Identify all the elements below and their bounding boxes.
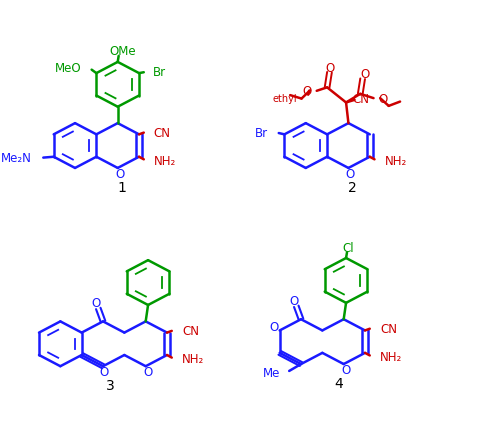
Text: CN: CN <box>352 92 370 105</box>
Text: ethyl: ethyl <box>272 93 297 104</box>
Text: CN: CN <box>380 322 397 335</box>
Text: O: O <box>115 168 124 181</box>
Text: NH₂: NH₂ <box>380 350 402 363</box>
Text: O: O <box>269 321 278 334</box>
Text: MeO: MeO <box>54 62 81 75</box>
Text: OMe: OMe <box>109 45 136 58</box>
Text: Me₂N: Me₂N <box>1 152 32 165</box>
Text: Br: Br <box>255 127 268 140</box>
Text: O: O <box>341 363 350 376</box>
Text: O: O <box>378 92 388 105</box>
Text: O: O <box>302 85 312 98</box>
Text: O: O <box>346 168 355 181</box>
Text: Me: Me <box>263 366 280 379</box>
Text: 2: 2 <box>348 181 356 194</box>
Text: NH₂: NH₂ <box>154 154 176 167</box>
Text: NH₂: NH₂ <box>182 352 204 365</box>
Text: O: O <box>100 366 108 378</box>
Text: O: O <box>92 296 100 309</box>
Text: CN: CN <box>154 126 170 139</box>
Text: O: O <box>143 366 152 378</box>
Text: O: O <box>290 294 298 307</box>
Text: O: O <box>326 61 335 74</box>
Text: 3: 3 <box>106 378 114 392</box>
Text: 4: 4 <box>334 376 344 390</box>
Text: CN: CN <box>182 324 199 337</box>
Text: Cl: Cl <box>342 241 354 254</box>
Text: O: O <box>360 68 369 81</box>
Text: NH₂: NH₂ <box>385 154 407 167</box>
Text: 1: 1 <box>117 181 126 194</box>
Text: Br: Br <box>154 66 166 79</box>
